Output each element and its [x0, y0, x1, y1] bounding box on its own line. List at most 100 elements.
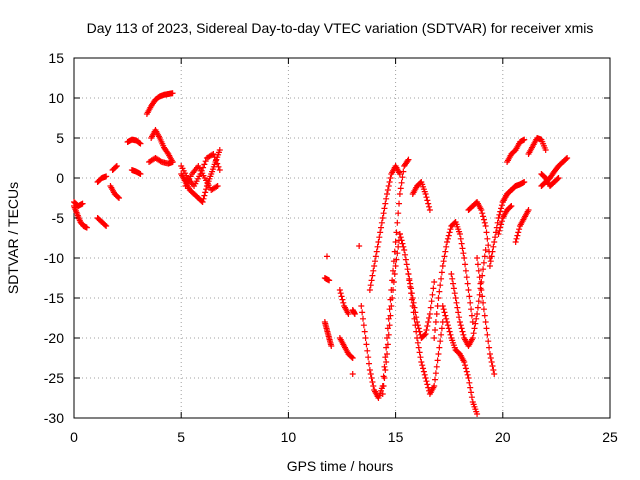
data-point-interp	[450, 280, 457, 287]
data-point-interp	[463, 274, 470, 281]
data-point	[426, 207, 433, 213]
data-point	[362, 335, 369, 341]
data-point-interp	[443, 243, 450, 250]
data-point	[358, 303, 365, 309]
data-point-interp	[202, 158, 209, 165]
data-point	[439, 263, 446, 269]
chart-title: Day 113 of 2023, Sidereal Day-to-day VTE…	[87, 20, 594, 36]
data-point-interp	[387, 312, 394, 319]
data-point	[426, 311, 433, 317]
data-point-interp	[200, 195, 207, 202]
data-point-interp	[373, 248, 380, 255]
data-point-interp	[466, 379, 473, 386]
data-point-interp	[212, 157, 219, 164]
data-point-interp	[498, 202, 505, 209]
data-point-interp	[402, 251, 409, 258]
data-point	[351, 311, 358, 317]
data-point-interp	[423, 194, 430, 201]
data-point	[349, 371, 356, 377]
data-point	[405, 156, 412, 163]
data-point	[216, 147, 223, 153]
data-point-interp	[399, 174, 406, 181]
data-point-interp	[438, 325, 445, 332]
data-point-interp	[399, 240, 406, 247]
data-point-interp	[456, 314, 463, 321]
data-point	[564, 155, 571, 161]
data-points	[71, 90, 571, 417]
data-point-interp	[563, 155, 570, 162]
data-point	[113, 163, 120, 169]
data-point-interp	[420, 365, 427, 372]
data-point	[392, 263, 399, 269]
data-point-interp	[395, 210, 402, 217]
data-point-interp	[488, 253, 495, 260]
data-point-interp	[382, 367, 389, 373]
data-point	[137, 140, 144, 147]
data-point-interp	[203, 186, 210, 193]
data-point-interp	[413, 328, 420, 335]
data-point-interp	[385, 183, 392, 189]
y-tick-label: 15	[48, 50, 64, 66]
data-point-interp	[434, 357, 441, 364]
data-point	[379, 391, 386, 397]
data-point-interp	[462, 267, 469, 274]
data-point	[216, 167, 223, 173]
data-point-interp	[338, 293, 345, 300]
plot-frame	[73, 57, 611, 419]
data-point-interp	[447, 331, 454, 338]
data-point	[79, 200, 86, 207]
data-point	[371, 263, 378, 269]
data-point-interp	[389, 295, 396, 301]
data-point-interp	[339, 296, 346, 303]
data-point-interp	[476, 274, 483, 281]
data-point-interp	[398, 237, 405, 244]
data-point-interp	[368, 277, 375, 284]
data-point-interp	[367, 371, 374, 377]
data-point	[388, 303, 395, 309]
data-point-interp	[490, 367, 497, 373]
data-point-interp	[432, 327, 439, 333]
data-point-interp	[450, 285, 457, 292]
x-tick-label: 0	[70, 429, 78, 445]
data-point-interp	[360, 315, 367, 322]
data-point-interp	[213, 183, 220, 190]
data-point-interp	[337, 290, 344, 297]
data-point-interp	[488, 359, 495, 365]
data-point-interp	[466, 293, 473, 300]
data-point-interp	[361, 328, 368, 335]
data-point-interp	[378, 219, 385, 226]
data-point	[431, 279, 438, 285]
data-point	[512, 183, 519, 189]
x-tick-label: 20	[495, 429, 511, 445]
data-point-interp	[369, 272, 376, 279]
data-point-interp	[408, 290, 415, 297]
data-point	[349, 355, 356, 361]
data-point-interp	[404, 266, 411, 273]
data-point-interp	[390, 279, 397, 285]
data-point	[521, 179, 528, 185]
data-point-interp	[442, 312, 449, 319]
data-point-interp	[484, 235, 491, 242]
y-axis-label: SDTVAR / TECUs	[5, 182, 21, 294]
y-tick-label: 0	[56, 170, 64, 186]
data-point	[345, 311, 352, 317]
data-point	[384, 351, 391, 357]
data-point	[384, 335, 391, 341]
data-point-interp	[394, 219, 401, 226]
data-point	[379, 215, 386, 221]
data-point-interp	[367, 282, 374, 289]
data-point-interp	[381, 205, 388, 212]
data-point-interp	[390, 287, 397, 293]
y-tick-label: -15	[44, 290, 64, 306]
data-point-interp	[462, 365, 469, 372]
data-point-interp	[459, 328, 466, 335]
data-point	[461, 255, 468, 261]
data-point-interp	[483, 229, 490, 236]
data-point-interp	[468, 306, 475, 313]
data-point	[444, 239, 451, 245]
data-point-interp	[441, 309, 448, 316]
data-point	[396, 191, 403, 197]
data-point	[491, 371, 498, 377]
data-point-interp	[507, 203, 514, 210]
data-point	[465, 287, 472, 293]
